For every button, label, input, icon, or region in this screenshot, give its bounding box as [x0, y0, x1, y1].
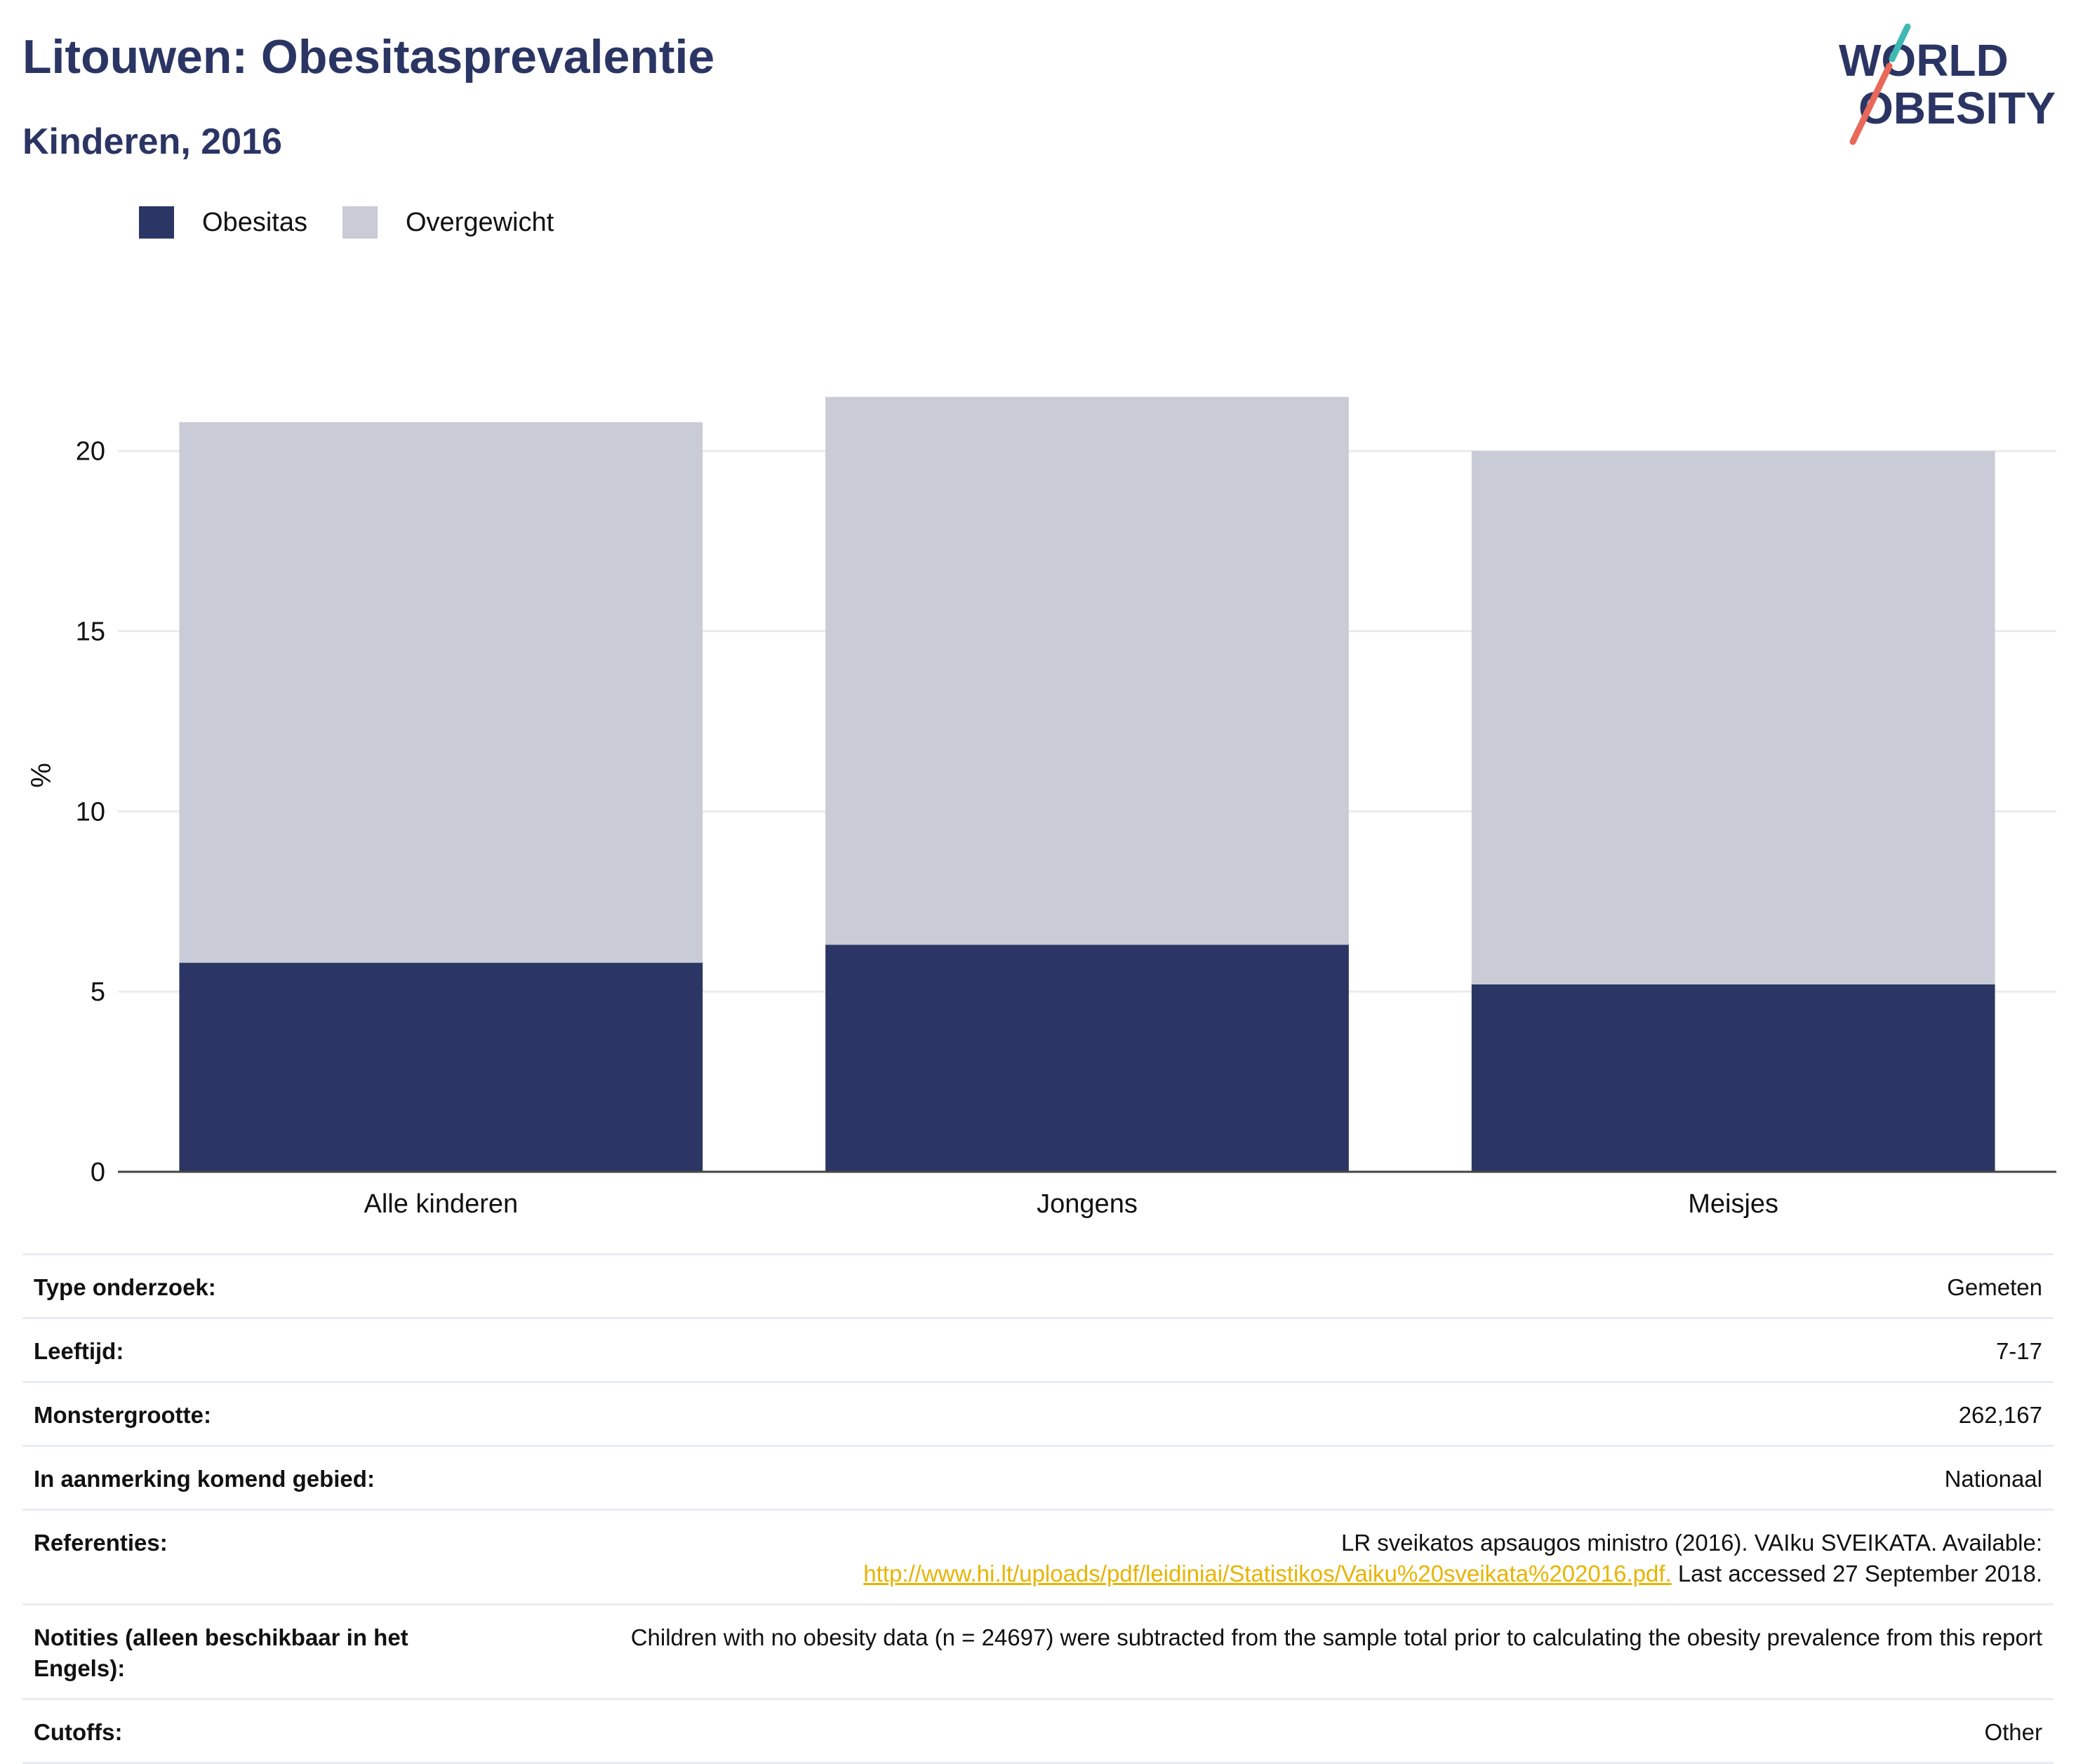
- x-tick-label: Meisjes: [1688, 1189, 1778, 1219]
- info-row-area: In aanmerking komend gebied: Nationaal: [22, 1447, 2054, 1511]
- info-label: Leeftijd:: [34, 1338, 124, 1364]
- bar-overgewicht: [1471, 450, 1995, 984]
- info-label: Monstergrootte:: [34, 1402, 211, 1428]
- chart-legend: Obesitas Overgewicht: [139, 206, 589, 239]
- bar-overgewicht: [825, 396, 1349, 945]
- info-row-references: Referenties: LR sveikatos apsaugos minis…: [22, 1511, 2054, 1605]
- page-title: Litouwen: Obesitasprevalentie: [22, 30, 715, 83]
- y-tick-label: 20: [76, 437, 105, 467]
- y-tick-label: 0: [91, 1158, 105, 1187]
- y-axis-title: %: [26, 763, 57, 788]
- info-label: In aanmerking komend gebied:: [34, 1466, 375, 1492]
- info-value: Nationaal: [1944, 1466, 2042, 1492]
- info-value: Other: [1984, 1719, 2042, 1745]
- info-label: Referenties:: [34, 1530, 168, 1556]
- reference-link[interactable]: http://www.hi.lt/uploads/pdf/leidiniai/S…: [863, 1561, 1672, 1586]
- info-value: 262,167: [1958, 1402, 2042, 1428]
- info-row-sample: Monstergrootte: 262,167: [22, 1383, 2054, 1447]
- page-subtitle: Kinderen, 2016: [22, 121, 282, 162]
- legend-swatch-obesitas: [139, 206, 174, 239]
- info-row-notes: Notities (alleen beschikbaar in het Enge…: [22, 1605, 2054, 1700]
- legend-swatch-overgewicht: [342, 206, 378, 239]
- svg-text:WORLD: WORLD: [1839, 35, 2009, 86]
- info-value: Gemeten: [1947, 1274, 2042, 1300]
- info-row-type: Type onderzoek: Gemeten: [22, 1255, 2054, 1319]
- legend-label-overgewicht: Overgewicht: [405, 207, 554, 237]
- y-tick-label: 10: [76, 797, 105, 827]
- x-tick-label: Alle kinderen: [364, 1189, 518, 1219]
- bar-overgewicht: [179, 422, 703, 963]
- x-tick-label: Jongens: [1037, 1189, 1138, 1219]
- info-value: Children with no obesity data (n = 24697…: [630, 1624, 2042, 1650]
- info-value: 7-17: [1995, 1338, 2042, 1364]
- legend-item-overgewicht[interactable]: Overgewicht: [342, 206, 554, 239]
- info-label: Notities (alleen beschikbaar in het Enge…: [34, 1624, 408, 1681]
- info-row-age: Leeftijd: 7-17: [22, 1319, 2054, 1383]
- reference-text: LR sveikatos apsaugos ministro (2016). V…: [1340, 1530, 2042, 1556]
- y-tick-label: 5: [91, 977, 105, 1007]
- info-value: LR sveikatos apsaugos ministro (2016). V…: [483, 1528, 2042, 1589]
- legend-item-obesitas[interactable]: Obesitas: [139, 206, 307, 239]
- info-table: Type onderzoek: Gemeten Leeftijd: 7-17 M…: [22, 1253, 2054, 1764]
- bar-obesitas: [825, 944, 1349, 1172]
- info-row-cutoffs: Cutoffs: Other: [22, 1700, 2054, 1764]
- reference-accessed: Last accessed 27 September 2018.: [1677, 1561, 2042, 1586]
- legend-label-obesitas: Obesitas: [202, 207, 307, 237]
- info-label: Type onderzoek:: [34, 1274, 216, 1300]
- info-label: Cutoffs:: [34, 1719, 123, 1745]
- bar-obesitas: [1471, 984, 1995, 1172]
- bar-obesitas: [179, 963, 703, 1172]
- bar-chart: 0 5 10 15 20% Alle kinderen Jongens Meisjes: [26, 396, 2056, 1219]
- svg-text:OBESITY: OBESITY: [1858, 83, 2056, 133]
- y-tick-label: 15: [76, 617, 105, 647]
- world-obesity-logo: WORLD OBESITY: [1839, 23, 2056, 145]
